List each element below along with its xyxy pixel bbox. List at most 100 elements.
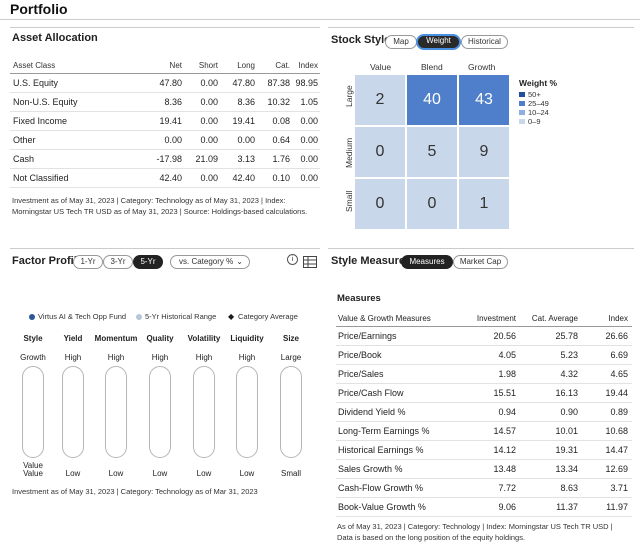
asset-allocation-row: U.S. Equity 47.80 0.00 47.80 87.38 98.95 bbox=[10, 74, 320, 93]
asset-allocation-cell: 98.95 bbox=[295, 78, 318, 88]
factor-bottom-label: Low bbox=[239, 469, 255, 478]
style-box-cell: 5 bbox=[407, 127, 457, 177]
table-view-icon[interactable] bbox=[303, 256, 317, 268]
measure-value: 11.37 bbox=[556, 502, 578, 512]
measures-subtitle: Measures bbox=[337, 293, 381, 304]
asset-allocation-cell: 0.64 bbox=[272, 135, 290, 145]
asset-allocation-row: Not Classified 42.40 0.00 42.40 0.10 0.00 bbox=[10, 169, 320, 188]
factor-range-track bbox=[280, 366, 302, 458]
asset-allocation-cell: 0.00 bbox=[300, 173, 318, 183]
col-index: Index bbox=[298, 61, 318, 70]
page-title: Portfolio bbox=[10, 1, 68, 17]
asset-allocation-cell: 0.00 bbox=[237, 135, 255, 145]
measure-value: 12.69 bbox=[605, 464, 628, 474]
asset-allocation-cell: 42.40 bbox=[232, 173, 255, 183]
factor-top-label: High bbox=[195, 353, 213, 362]
measure-value: 6.69 bbox=[610, 350, 628, 360]
factor-range-track bbox=[236, 366, 258, 458]
measure-value: 20.56 bbox=[493, 331, 516, 341]
asset-allocation-row: Other 0.00 0.00 0.00 0.64 0.00 bbox=[10, 131, 320, 150]
measure-value: 14.47 bbox=[605, 445, 628, 455]
asset-allocation-cell: 1.76 bbox=[272, 154, 290, 164]
asset-allocation-cell: 47.80 bbox=[232, 78, 255, 88]
factor-name: Momentum bbox=[94, 334, 138, 343]
asset-allocation-cell: 0.08 bbox=[272, 116, 290, 126]
compare-dropdown[interactable]: vs. Category % ⌄ bbox=[170, 255, 250, 269]
factor-bottom-label: Value bbox=[23, 461, 43, 470]
factor-range-track bbox=[105, 366, 127, 458]
factor-bottom-label: Value bbox=[23, 469, 43, 478]
measures-footnote-1: As of May 31, 2023 | Category: Technolog… bbox=[337, 522, 613, 531]
factor-profile-top-rule bbox=[10, 248, 320, 249]
legend-swatch-0 bbox=[519, 119, 525, 124]
asset-allocation-cell: 8.36 bbox=[164, 97, 182, 107]
col-cat-average: Cat. Average bbox=[531, 314, 578, 323]
col-measure-index: Index bbox=[608, 314, 628, 323]
factor-name: Quality bbox=[146, 334, 174, 343]
tab-measures[interactable]: Measures bbox=[401, 255, 453, 269]
legend-swatch-25 bbox=[519, 101, 525, 106]
factor-profile-title: Factor Profile bbox=[12, 255, 83, 267]
factor-top-label: High bbox=[238, 353, 256, 362]
asset-allocation-cell: -17.98 bbox=[156, 154, 182, 164]
measure-value: 26.66 bbox=[605, 331, 628, 341]
measure-label: Price/Cash Flow bbox=[338, 388, 404, 398]
measures-row: Long-Term Earnings % 14.57 10.01 10.68 bbox=[336, 422, 632, 441]
style-col-value: Value bbox=[370, 62, 392, 72]
legend-label-10: 10–24 bbox=[528, 108, 549, 117]
legend-label-25: 25–49 bbox=[528, 99, 549, 108]
style-box-cell: 9 bbox=[459, 127, 509, 177]
col-long: Long bbox=[237, 61, 255, 70]
style-legend-title: Weight % bbox=[519, 78, 558, 88]
measure-label: Long-Term Earnings % bbox=[338, 426, 430, 436]
tab-market-cap[interactable]: Market Cap bbox=[453, 255, 508, 269]
factor-top-label: High bbox=[151, 353, 169, 362]
tab-historical[interactable]: Historical bbox=[461, 35, 508, 49]
asset-allocation-title: Asset Allocation bbox=[12, 32, 98, 44]
factor-name: Liquidity bbox=[230, 334, 264, 343]
measure-value: 3.71 bbox=[610, 483, 628, 493]
asset-allocation-cell: 8.36 bbox=[237, 97, 255, 107]
legend-fund: Virtus AI & Tech Opp Fund bbox=[38, 312, 127, 321]
style-measures-title: Style Measures bbox=[331, 255, 412, 267]
col-net: Net bbox=[169, 61, 182, 70]
tab-1yr[interactable]: 1-Yr bbox=[73, 255, 103, 269]
tab-map[interactable]: Map bbox=[385, 35, 417, 49]
factor-range-track bbox=[62, 366, 84, 458]
asset-allocation-cell: 87.38 bbox=[267, 78, 290, 88]
info-icon[interactable]: i bbox=[287, 254, 298, 265]
style-box-cell: 0 bbox=[355, 127, 405, 177]
factor-top-label: High bbox=[64, 353, 82, 362]
measure-label: Price/Sales bbox=[338, 369, 384, 379]
asset-class-label: Other bbox=[13, 135, 36, 145]
asset-allocation-cell: 0.00 bbox=[200, 97, 218, 107]
asset-allocation-cell: 0.00 bbox=[164, 135, 182, 145]
asset-allocation-cell: 19.41 bbox=[232, 116, 255, 126]
measures-row: Price/Book 4.05 5.23 6.69 bbox=[336, 346, 632, 365]
measure-label: Book-Value Growth % bbox=[338, 502, 426, 512]
measure-value: 8.63 bbox=[560, 483, 578, 493]
style-row-small: Small bbox=[344, 190, 354, 212]
measures-row: Historical Earnings % 14.12 19.31 14.47 bbox=[336, 441, 632, 460]
measure-value: 15.51 bbox=[493, 388, 516, 398]
style-box-cell: 1 bbox=[459, 179, 509, 229]
style-row-large: Large bbox=[344, 85, 354, 107]
factor-bottom-label: Low bbox=[152, 469, 168, 478]
measure-label: Price/Earnings bbox=[338, 331, 397, 341]
measure-value: 25.78 bbox=[555, 331, 578, 341]
legend-swatch-50 bbox=[519, 92, 525, 97]
factor-name: Style bbox=[23, 334, 43, 343]
asset-allocation-cell: 19.41 bbox=[159, 116, 182, 126]
tab-5yr[interactable]: 5-Yr bbox=[133, 255, 163, 269]
asset-class-label: Cash bbox=[13, 154, 35, 164]
measure-label: Dividend Yield % bbox=[338, 407, 406, 417]
factor-range-track bbox=[22, 366, 44, 458]
factor-top-label: High bbox=[107, 353, 125, 362]
measure-value: 14.12 bbox=[493, 445, 516, 455]
tab-weight[interactable]: Weight bbox=[416, 34, 461, 50]
measure-value: 14.57 bbox=[493, 426, 516, 436]
tab-3yr[interactable]: 3-Yr bbox=[103, 255, 133, 269]
legend-range: 5-Yr Historical Range bbox=[145, 312, 217, 321]
asset-allocation-cell: 47.80 bbox=[159, 78, 182, 88]
measure-label: Price/Book bbox=[338, 350, 382, 360]
